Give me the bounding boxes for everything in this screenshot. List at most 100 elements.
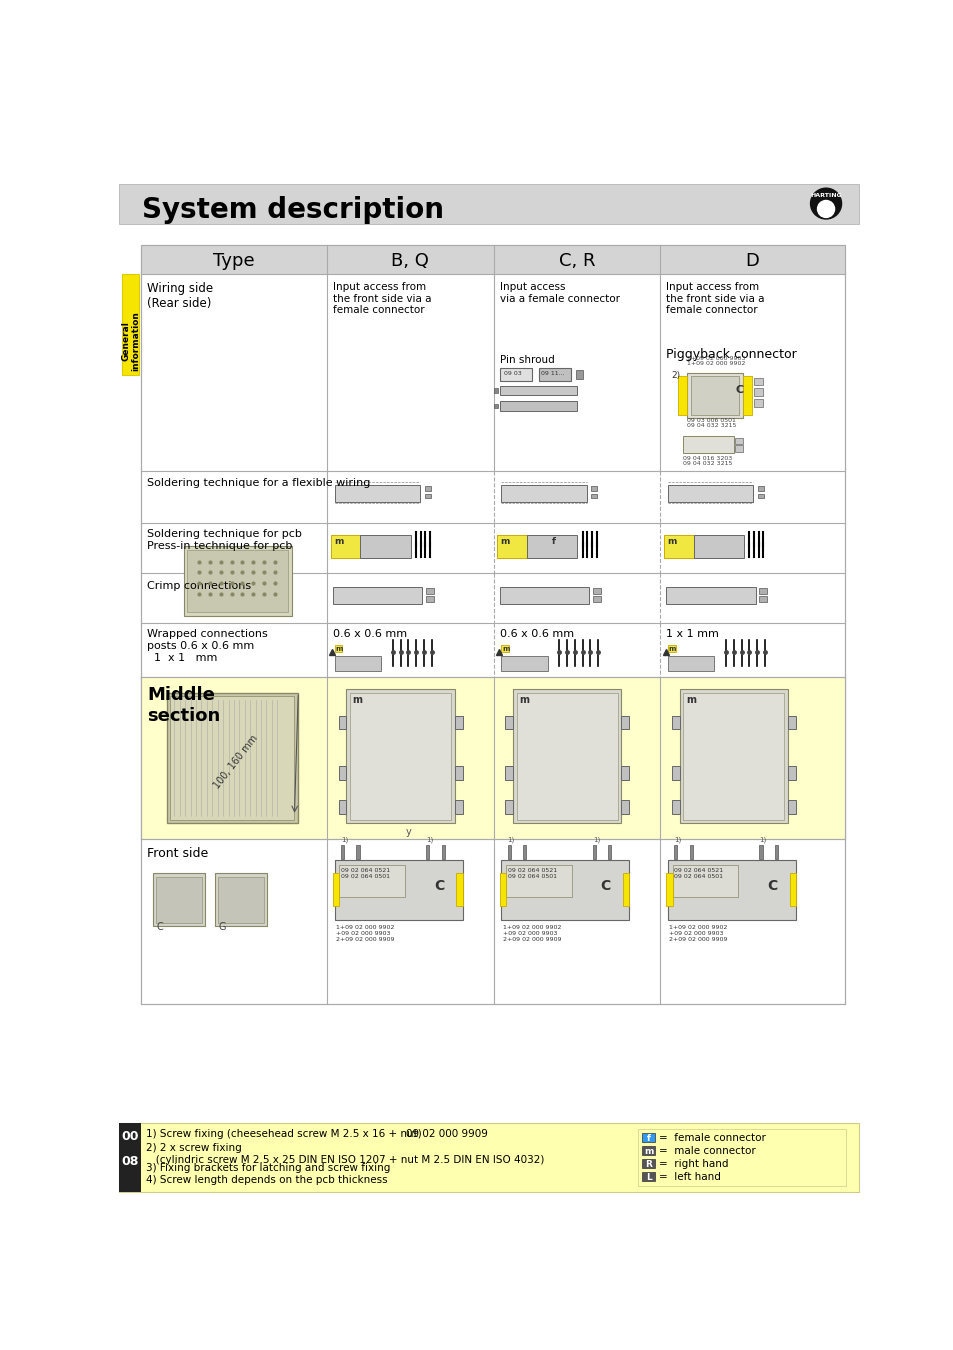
Bar	[441, 845, 444, 859]
Text: Crimp connections: Crimp connections	[147, 580, 251, 591]
Text: 09 04 016 3203: 09 04 016 3203	[682, 456, 732, 462]
Text: m: m	[335, 645, 342, 652]
Text: 2) 2 x screw fixing
   (cylindric screw M 2.5 x 25 DIN EN ISO 1207 + nut M 2.5 D: 2) 2 x screw fixing (cylindric screw M 2…	[146, 1143, 544, 1165]
Bar	[119, 184, 858, 224]
Bar	[759, 845, 761, 859]
Bar	[672, 865, 738, 898]
Bar	[641, 1160, 654, 1168]
Bar	[591, 494, 597, 498]
Text: 1 x 1 mm: 1 x 1 mm	[666, 629, 719, 640]
Bar	[507, 845, 510, 859]
Text: 1+09 02 000 9902: 1+09 02 000 9902	[686, 362, 745, 366]
Bar	[693, 535, 743, 558]
Text: 1+09 02 000 9902: 1+09 02 000 9902	[335, 925, 395, 930]
Bar	[426, 845, 429, 859]
Bar	[217, 876, 264, 923]
Bar	[500, 656, 547, 671]
Bar	[691, 377, 739, 414]
Bar	[333, 873, 339, 906]
Text: +09 02 000 9903: +09 02 000 9903	[335, 931, 391, 937]
Text: Piggyback connector: Piggyback connector	[666, 347, 797, 360]
Text: 2+09 02 000 9909: 2+09 02 000 9909	[669, 937, 727, 942]
Bar	[499, 369, 532, 381]
Text: G: G	[218, 922, 226, 931]
Text: 1+09 02 000 9902: 1+09 02 000 9902	[669, 925, 727, 930]
Bar	[678, 377, 686, 414]
Bar	[671, 716, 679, 729]
Bar	[689, 845, 692, 859]
Text: m: m	[685, 695, 695, 705]
Bar	[155, 876, 202, 923]
Text: Soldering technique for pcb
Press-in technique for pcb: Soldering technique for pcb Press-in tec…	[147, 529, 302, 551]
Text: 09 02 000 9909: 09 02 000 9909	[406, 1129, 487, 1139]
Bar	[682, 693, 783, 819]
Bar	[493, 389, 497, 393]
Text: L: L	[645, 1173, 651, 1183]
Bar	[335, 645, 342, 652]
Text: 1): 1)	[592, 836, 599, 842]
Bar	[666, 587, 755, 603]
Bar	[592, 597, 599, 602]
Bar	[592, 587, 599, 594]
Bar	[426, 587, 434, 594]
Bar	[667, 645, 675, 652]
Text: m: m	[643, 1148, 653, 1156]
Text: 2+09 02 000 9909: 2+09 02 000 9909	[335, 937, 395, 942]
Bar	[340, 845, 344, 859]
Text: m: m	[501, 645, 509, 652]
Bar	[167, 693, 298, 824]
Bar	[753, 400, 762, 406]
Bar	[787, 765, 795, 779]
Bar	[787, 801, 795, 814]
Text: m: m	[668, 645, 676, 652]
Text: C: C	[434, 879, 444, 892]
Bar	[753, 378, 762, 385]
Text: 1): 1)	[340, 836, 348, 842]
Text: 09 02 064 0521: 09 02 064 0521	[340, 868, 390, 873]
Bar	[455, 801, 462, 814]
Text: 09 02 064 0521: 09 02 064 0521	[674, 868, 722, 873]
Bar	[335, 485, 419, 502]
Bar	[638, 1129, 845, 1187]
Bar	[456, 873, 462, 906]
Text: 00: 00	[121, 1130, 139, 1143]
Bar	[141, 678, 843, 838]
Bar	[663, 535, 693, 558]
Text: 09 11...: 09 11...	[540, 371, 564, 375]
Bar	[671, 765, 679, 779]
Text: 09 03: 09 03	[503, 371, 521, 375]
Text: 0.6 x 0.6 mm: 0.6 x 0.6 mm	[499, 629, 574, 640]
Text: C: C	[156, 922, 163, 931]
Bar	[641, 1133, 654, 1142]
Circle shape	[817, 201, 834, 217]
Text: =  right hand: = right hand	[659, 1160, 728, 1169]
Bar	[620, 765, 629, 779]
Text: =  female connector: = female connector	[659, 1133, 765, 1143]
Text: 3) Fixing brackets for latching and screw fixing: 3) Fixing brackets for latching and scre…	[146, 1162, 391, 1173]
Text: =  male connector: = male connector	[659, 1146, 756, 1156]
Bar	[141, 246, 843, 274]
Text: 09 02 064 0501: 09 02 064 0501	[340, 875, 390, 879]
Text: Soldering technique for a flexible wiring: Soldering technique for a flexible wirin…	[147, 478, 370, 489]
Text: 09 02 064 0501: 09 02 064 0501	[674, 875, 722, 879]
Bar	[499, 873, 505, 906]
Bar	[500, 645, 509, 652]
Text: C: C	[766, 879, 777, 892]
Text: 2): 2)	[671, 371, 680, 381]
Text: 08: 08	[121, 1156, 138, 1168]
Text: y: y	[406, 828, 412, 837]
Bar	[338, 765, 346, 779]
Bar	[759, 597, 766, 602]
Text: 2+09 02 000 9909: 2+09 02 000 9909	[502, 937, 560, 942]
Bar	[620, 716, 629, 729]
Bar	[338, 801, 346, 814]
Text: C, R: C, R	[558, 251, 595, 270]
Bar	[620, 801, 629, 814]
Text: Middle
section: Middle section	[147, 686, 220, 725]
Text: 09 02 064 0521: 09 02 064 0521	[507, 868, 556, 873]
Bar	[424, 486, 431, 491]
Bar	[171, 697, 294, 819]
Text: Pin shroud: Pin shroud	[499, 355, 554, 366]
Bar	[505, 716, 513, 729]
Bar	[757, 494, 763, 498]
